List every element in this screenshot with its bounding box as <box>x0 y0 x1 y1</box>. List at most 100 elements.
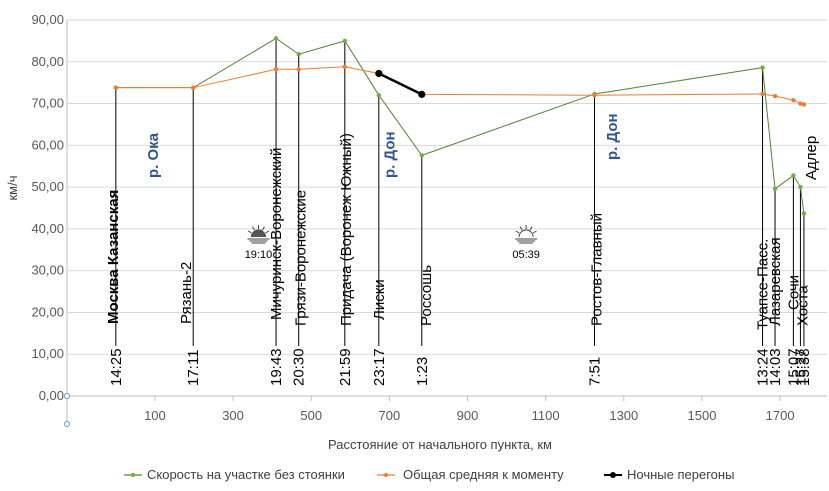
legend-item-speed: Скорость на участке без стоянки <box>124 467 345 482</box>
series-point-1 <box>113 85 119 90</box>
sun-ray <box>519 226 523 231</box>
legend-item-night: Ночные перегоны <box>604 467 734 482</box>
station-time-label: 7:51 <box>587 357 604 386</box>
series-point-1 <box>801 102 807 107</box>
river-labels: р. Ока р. Дон р. Дон <box>145 113 621 178</box>
station-label: Рязань-2 <box>178 262 195 324</box>
y-tick-label: 30,00 <box>31 263 64 278</box>
sun-ray <box>532 230 537 234</box>
legend-item-average: Общая средняя к моменту <box>377 467 564 482</box>
x-tick-label: 700 <box>379 408 401 423</box>
series-point-1 <box>798 101 803 106</box>
x-tick-label: 1500 <box>688 408 717 423</box>
station-label: Сочи <box>785 275 802 310</box>
series-point-0 <box>296 52 301 57</box>
station-time-label: 21:59 <box>337 348 354 386</box>
station-labels: Москва Казанская Рязань-2 Мичуринск-Вороне… <box>105 133 820 330</box>
sun-disc <box>250 229 266 238</box>
sun-ray <box>529 226 533 231</box>
series-layer <box>113 36 807 216</box>
series-point-1 <box>342 64 348 69</box>
sun-time-label: 19:10 <box>245 249 273 261</box>
sun-ray <box>515 230 520 234</box>
series-point-1 <box>772 93 778 99</box>
river-label: р. Дон <box>381 131 398 178</box>
station-time-label: 15:38 <box>796 348 813 386</box>
sun-disc <box>518 229 534 238</box>
series-point-1 <box>760 91 765 97</box>
station-label: Ростов-Главный <box>589 213 606 326</box>
station-time-label: 17:11 <box>185 350 202 386</box>
x-tick-label: 1700 <box>766 408 795 423</box>
y-tick-label: 50,00 <box>31 179 64 194</box>
river-label: р. Ока <box>145 132 162 178</box>
sun-ray <box>265 230 270 234</box>
station-label: Адлер <box>803 136 820 180</box>
series-point-1 <box>296 67 301 72</box>
y-tick-label: 60,00 <box>31 137 64 152</box>
y-tick-label: 40,00 <box>31 221 64 236</box>
x-tick-label: 500 <box>300 408 322 423</box>
y-tick-label: 70,00 <box>31 96 64 111</box>
series-point-0 <box>760 65 765 70</box>
legend-label-night: Ночные перегоны <box>627 467 734 482</box>
legend-label-speed: Скорость на участке без стоянки <box>147 467 345 482</box>
x-tick-label: 1100 <box>532 408 560 423</box>
series-point-2 <box>418 90 426 98</box>
station-label: Москва Казанская <box>105 190 122 324</box>
sun-icons: 19:10 05:39 <box>245 225 540 261</box>
station-label: Лиски <box>371 279 388 320</box>
station-time-label: 19:43 <box>268 348 285 386</box>
x-axis-title: Расстояние от начального пункта, км <box>328 437 552 452</box>
series-point-0 <box>772 186 778 191</box>
series-point-0 <box>791 173 796 178</box>
station-label: Мичуринск-Воронежский <box>268 148 285 320</box>
series-point-0 <box>801 211 807 216</box>
series-point-0 <box>273 36 279 41</box>
series-line-2 <box>378 72 423 96</box>
x-tick-labels: 10030050070090011001300150017001 <box>144 408 795 423</box>
sun-time-label: 05:39 <box>512 249 540 261</box>
station-time-label: 15:27 <box>792 348 809 386</box>
series-point-1 <box>191 85 196 90</box>
station-label: Хоста <box>794 285 811 326</box>
sunset-icon <box>247 225 270 244</box>
y-tick-labels: 0,00 10,00 20,00 30,00 40,00 50,00 60,00 70,00 8… <box>31 12 64 403</box>
series-point-1 <box>273 67 279 72</box>
x-tick-label: 100 <box>144 408 166 423</box>
series-point-1 <box>592 93 597 98</box>
axes <box>64 20 827 427</box>
sun-ray <box>252 226 255 231</box>
series-point-0 <box>342 38 348 44</box>
station-label: Придача (Воронеж Южный) <box>338 133 355 326</box>
y-tick-label: 10,00 <box>31 346 64 361</box>
series-point-1 <box>791 98 796 103</box>
series-point-0 <box>376 93 382 98</box>
station-time-label: 1:23 <box>414 357 431 386</box>
station-time-label: 15:07 <box>785 348 802 386</box>
x-tick-label: 1300 <box>609 408 638 423</box>
station-time-label: 20:30 <box>291 348 308 386</box>
x-tick-label: 900 <box>457 408 479 423</box>
x-tick-label: 300 <box>222 408 244 423</box>
y-axis-title: км/ч <box>5 175 20 200</box>
y-tick-label: 20,00 <box>31 304 64 319</box>
sunrise-icon <box>515 225 538 244</box>
station-time-label: 14:25 <box>108 348 125 386</box>
station-label: Туапсе-Пасс. <box>755 239 772 330</box>
y-tick-label: 90,00 <box>31 12 64 27</box>
axis-handle-bottom <box>64 421 70 427</box>
station-label: Грязи-Воронежские <box>293 190 310 326</box>
station-time-label: 23:17 <box>371 348 388 386</box>
time-labels: 14:25 17:11 19:43 20:30 21:59 23:17 1:23 7:51 13… <box>108 348 813 386</box>
river-label: р. Дон <box>604 113 621 160</box>
station-time-label: 14:03 <box>767 348 784 386</box>
sun-ray <box>247 230 252 234</box>
sun-ray <box>262 226 265 231</box>
series-point-0 <box>798 184 803 190</box>
station-label: Россошь <box>418 265 435 326</box>
station-label: Лазаревская <box>767 237 784 326</box>
legend-label-average: Общая средняя к моменту <box>403 467 564 482</box>
series-point-2 <box>375 69 383 78</box>
